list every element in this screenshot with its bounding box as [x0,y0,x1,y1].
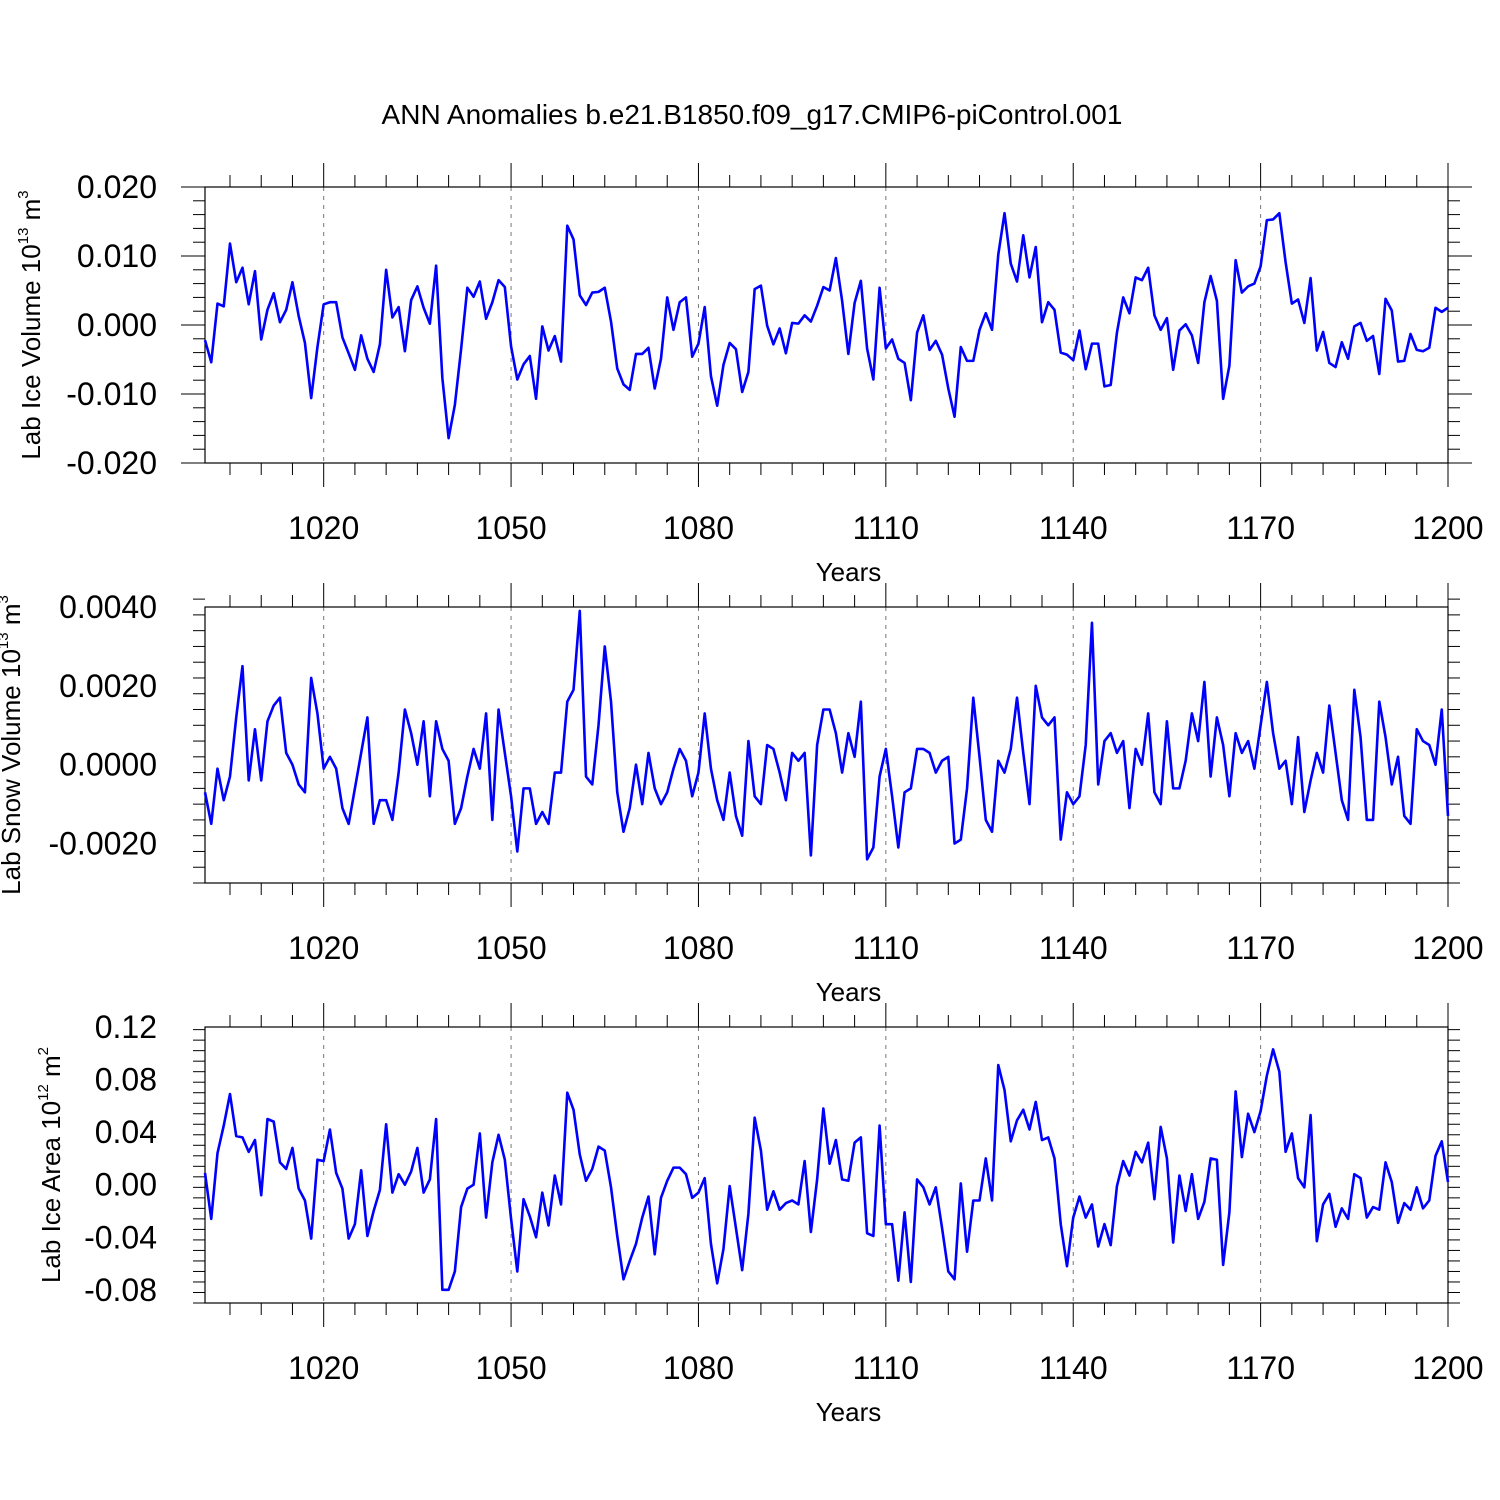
y-tick-label: 0.010 [77,238,157,274]
y-tick-label: -0.020 [66,445,157,481]
x-tick-label: 1020 [288,930,359,966]
x-tick-label: 1020 [288,1350,359,1386]
y-tick-label: 0.08 [95,1062,157,1098]
panel-1: 1020 1050 1080 1110 1140 1170 1200 Years -0.020 -… [15,163,1484,587]
x-tick-label: 1200 [1412,510,1483,546]
panels-container: 1020 1050 1080 1110 1140 1170 1200 Years -0.020 -… [0,163,1484,1427]
y-axis-label: Lab Ice Volume 1013 m3 [15,190,46,459]
x-tick-label: 1170 [1226,930,1295,966]
plot-frame [204,1026,1449,1304]
x-tick-label: 1080 [663,930,734,966]
panel-2: 1020 1050 1080 1110 1140 1170 1200 Years -0.0020… [0,583,1484,1007]
series-line [203,609,1450,861]
x-tick-label: 1050 [475,930,546,966]
chart-title: ANN Anomalies b.e21.B1850.f09_g17.CMIP6-… [382,99,1123,130]
series-line [203,211,1449,440]
x-tick-label: 1110 [853,930,919,966]
x-tick-label: 1050 [475,1350,546,1386]
y-tick-label: -0.08 [84,1272,157,1308]
y-tick-label: 0.0040 [59,589,157,625]
x-axis-label: Years [816,557,882,587]
y-tick-label: 0.04 [95,1114,157,1150]
y-tick-label: 0.0020 [59,668,157,704]
series-line [203,1048,1450,1292]
x-tick-label: 1140 [1039,930,1108,966]
y-tick-label: 0.0000 [59,747,157,783]
y-axis-label: Lab Ice Area 1012 m2 [35,1047,66,1283]
x-tick-label: 1080 [663,510,734,546]
x-tick-label: 1200 [1412,1350,1483,1386]
y-tick-label: 0.020 [77,169,157,205]
x-tick-label: 1170 [1226,510,1295,546]
x-axis-label: Years [816,977,882,1007]
x-tick-label: 1200 [1412,930,1483,966]
x-tick-label: 1020 [288,510,359,546]
x-axis-label: Years [816,1397,882,1427]
panel-3: 1020 1050 1080 1110 1140 1170 1200 Years -0.08 -0… [35,1003,1484,1427]
x-tick-label: 1110 [853,510,919,546]
y-tick-label: -0.010 [66,376,157,412]
plot-frame [204,186,1449,464]
x-tick-label: 1110 [853,1350,919,1386]
plot-frame [204,606,1449,884]
y-tick-label: 0.000 [77,307,157,343]
y-tick-label: 0.00 [95,1167,157,1203]
y-tick-label: -0.0020 [48,826,157,862]
x-tick-label: 1080 [663,1350,734,1386]
y-axis-label: Lab Snow Volume 1013 m3 [0,595,26,895]
x-tick-label: 1170 [1226,1350,1295,1386]
x-tick-label: 1140 [1039,1350,1108,1386]
x-tick-label: 1050 [475,510,546,546]
x-tick-label: 1140 [1039,510,1108,546]
y-tick-label: 0.12 [95,1009,157,1045]
y-tick-label: -0.04 [84,1219,157,1255]
